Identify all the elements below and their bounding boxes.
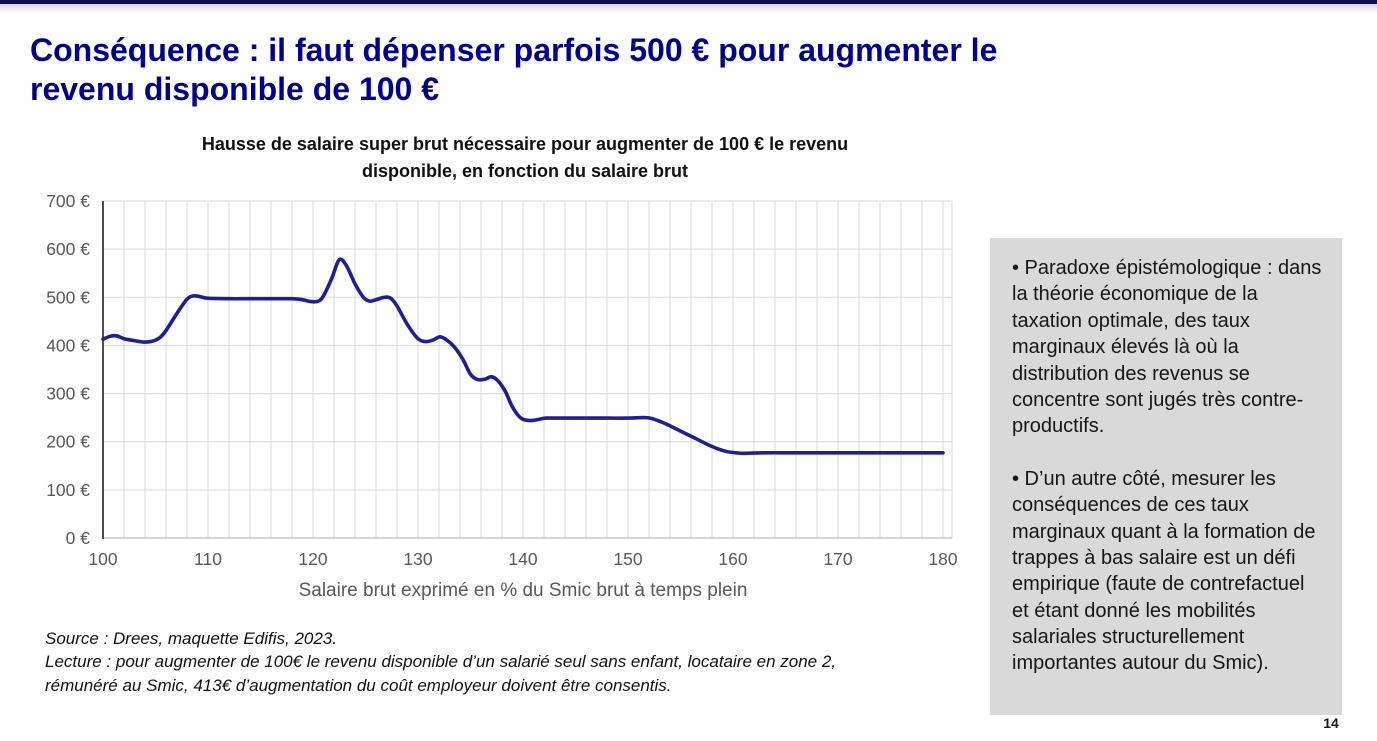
y-tick-label: 300 € bbox=[46, 384, 90, 404]
page-title-line-2: revenu disponible de 100 € bbox=[30, 71, 440, 108]
line-chart-svg: 0 € 100 € 200 € 300 € 400 € 500 € 600 € 700 € 10… bbox=[46, 191, 958, 601]
y-tick-label: 600 € bbox=[46, 239, 90, 259]
commentary-bullet-2: • D’un autre côté, mesurer les conséquen… bbox=[1012, 467, 1316, 675]
y-tick-label: 500 € bbox=[46, 287, 90, 307]
y-tick-label: 0 € bbox=[66, 528, 91, 548]
top-border-bar bbox=[0, 0, 1377, 4]
y-tick-label: 200 € bbox=[46, 432, 90, 452]
x-tick-label: 150 bbox=[613, 549, 642, 569]
y-tick-label: 700 € bbox=[46, 191, 90, 211]
x-tick-label: 120 bbox=[298, 549, 327, 569]
source-notes: Source : Drees, maquette Edifis, 2023. L… bbox=[45, 627, 965, 697]
top-border-shadow bbox=[0, 4, 1377, 13]
x-tick-label: 100 bbox=[88, 549, 117, 569]
page-number: 14 bbox=[1323, 715, 1339, 731]
page-title-line-1: Conséquence : il faut dépenser parfois 5… bbox=[30, 32, 998, 69]
x-tick-label: 160 bbox=[718, 549, 747, 569]
y-tick-label: 400 € bbox=[46, 335, 90, 355]
data-line bbox=[101, 257, 945, 456]
y-tick-label: 100 € bbox=[46, 480, 90, 500]
commentary-box: • Paradoxe épistémologique : dans la thé… bbox=[990, 238, 1342, 715]
x-tick-label: 110 bbox=[194, 549, 222, 569]
x-axis-title: Salaire brut exprimé en % du Smic brut à… bbox=[299, 580, 748, 601]
chart-title: Hausse de salaire super brut nécessaire … bbox=[130, 131, 920, 185]
x-tick-label: 180 bbox=[928, 549, 957, 569]
page-title: Conséquence : il faut dépenser parfois 5… bbox=[30, 31, 1350, 109]
chart-title-line-1: Hausse de salaire super brut nécessaire … bbox=[201, 134, 849, 154]
chart-title-line-2: disponible, en fonction du salaire brut bbox=[361, 161, 689, 181]
x-tick-label: 130 bbox=[403, 549, 432, 569]
lecture-line-1: Lecture : pour augmenter de 100€ le reve… bbox=[45, 652, 837, 672]
source-line: Source : Drees, maquette Edifis, 2023. bbox=[45, 629, 337, 648]
x-tick-label: 170 bbox=[823, 549, 852, 569]
lecture-line-2: rémunéré au Smic, 413€ d’augmentation du… bbox=[45, 675, 672, 695]
commentary-bullet-1: • Paradoxe épistémologique : dans la thé… bbox=[1012, 257, 1322, 438]
x-tick-label: 140 bbox=[508, 549, 537, 569]
